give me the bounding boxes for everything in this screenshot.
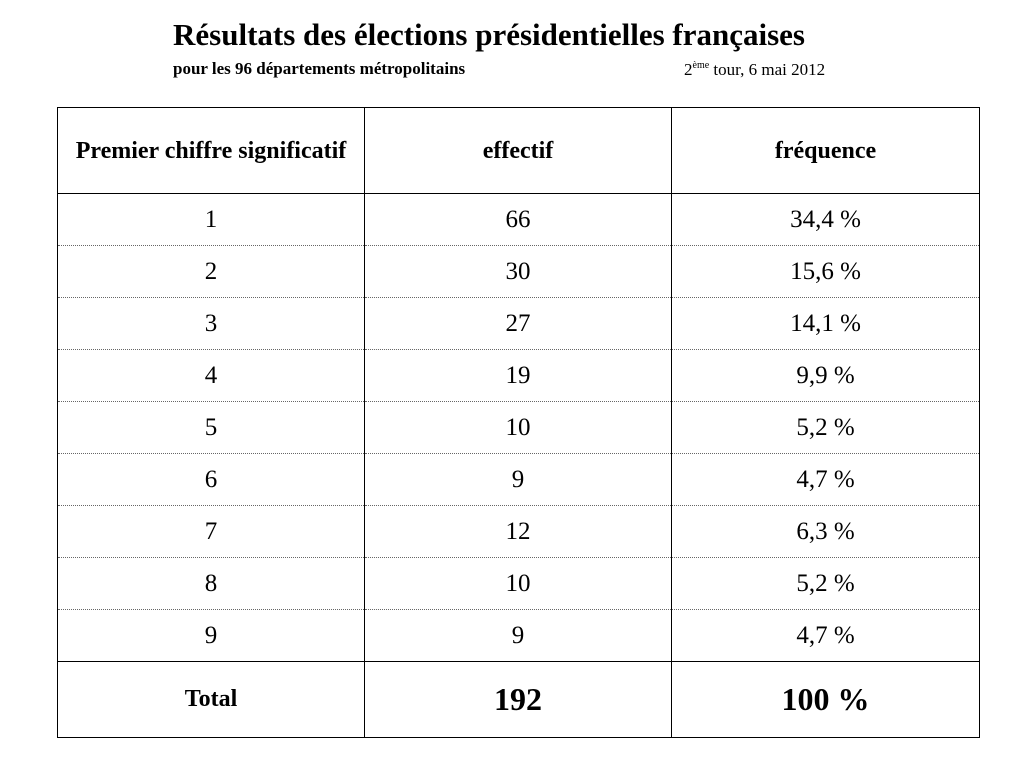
- table-row: 1 66 34,4 %: [57, 193, 980, 246]
- frequency-cell: 6,3 %: [671, 505, 980, 558]
- column-header-count: effectif: [364, 107, 672, 194]
- table-row: 9 9 4,7 %: [57, 609, 980, 662]
- total-label: Total: [57, 661, 365, 738]
- digit-cell: 1: [57, 193, 365, 246]
- column-header-digit: Premier chiffre significatif: [57, 107, 365, 194]
- digit-cell: 3: [57, 297, 365, 350]
- count-cell: 12: [364, 505, 672, 558]
- frequency-cell: 5,2 %: [671, 401, 980, 454]
- page-title: Résultats des élections présidentielles …: [173, 17, 805, 52]
- count-cell: 66: [364, 193, 672, 246]
- table-header-row: Premier chiffre significatif effectif fr…: [57, 107, 980, 194]
- digit-cell: 9: [57, 609, 365, 662]
- count-cell: 9: [364, 609, 672, 662]
- count-cell: 9: [364, 453, 672, 506]
- digit-cell: 2: [57, 245, 365, 298]
- frequency-cell: 4,7 %: [671, 453, 980, 506]
- frequency-cell: 4,7 %: [671, 609, 980, 662]
- round-suffix: ème: [692, 60, 710, 71]
- count-cell: 27: [364, 297, 672, 350]
- frequency-cell: 34,4 %: [671, 193, 980, 246]
- round-info: 2ème tour, 6 mai 2012: [684, 60, 825, 80]
- table-row: 6 9 4,7 %: [57, 453, 980, 506]
- table-row: 4 19 9,9 %: [57, 349, 980, 402]
- digit-cell: 8: [57, 557, 365, 610]
- total-row: Total 192 100 %: [57, 661, 980, 738]
- total-count: 192: [364, 661, 672, 738]
- frequency-cell: 14,1 %: [671, 297, 980, 350]
- table-row: 5 10 5,2 %: [57, 401, 980, 454]
- column-header-frequency: fréquence: [671, 107, 980, 194]
- digit-cell: 7: [57, 505, 365, 558]
- count-cell: 30: [364, 245, 672, 298]
- table-row: 7 12 6,3 %: [57, 505, 980, 558]
- results-table: Premier chiffre significatif effectif fr…: [57, 107, 980, 738]
- digit-cell: 5: [57, 401, 365, 454]
- frequency-cell: 15,6 %: [671, 245, 980, 298]
- frequency-cell: 9,9 %: [671, 349, 980, 402]
- round-date: tour, 6 mai 2012: [709, 60, 826, 79]
- table-row: 8 10 5,2 %: [57, 557, 980, 610]
- digit-cell: 4: [57, 349, 365, 402]
- count-cell: 10: [364, 557, 672, 610]
- table-row: 3 27 14,1 %: [57, 297, 980, 350]
- total-frequency: 100 %: [671, 661, 980, 738]
- count-cell: 10: [364, 401, 672, 454]
- page-subtitle: pour les 96 départements métropolitains: [173, 59, 466, 78]
- digit-cell: 6: [57, 453, 365, 506]
- frequency-cell: 5,2 %: [671, 557, 980, 610]
- table-row: 2 30 15,6 %: [57, 245, 980, 298]
- round-number: 2: [684, 60, 693, 79]
- count-cell: 19: [364, 349, 672, 402]
